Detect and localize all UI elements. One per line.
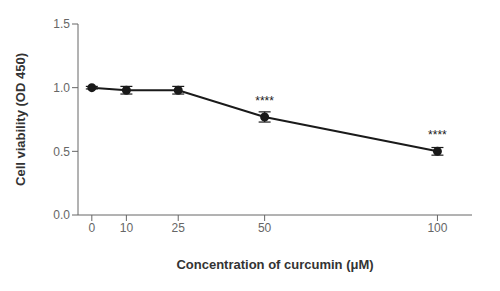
svg-text:10: 10	[120, 221, 134, 235]
svg-text:****: ****	[428, 128, 447, 142]
svg-text:Concentration of curcumin (μM): Concentration of curcumin (μM)	[176, 257, 373, 272]
svg-text:25: 25	[172, 221, 186, 235]
svg-text:Cell viability (OD 450): Cell viability (OD 450)	[13, 53, 28, 186]
svg-text:0: 0	[88, 221, 95, 235]
svg-text:50: 50	[258, 221, 272, 235]
svg-text:1.5: 1.5	[53, 17, 70, 31]
svg-text:0.0: 0.0	[53, 208, 70, 222]
svg-text:****: ****	[255, 94, 274, 108]
svg-text:0.5: 0.5	[53, 145, 70, 159]
svg-text:100: 100	[427, 221, 447, 235]
svg-text:1.0: 1.0	[53, 81, 70, 95]
